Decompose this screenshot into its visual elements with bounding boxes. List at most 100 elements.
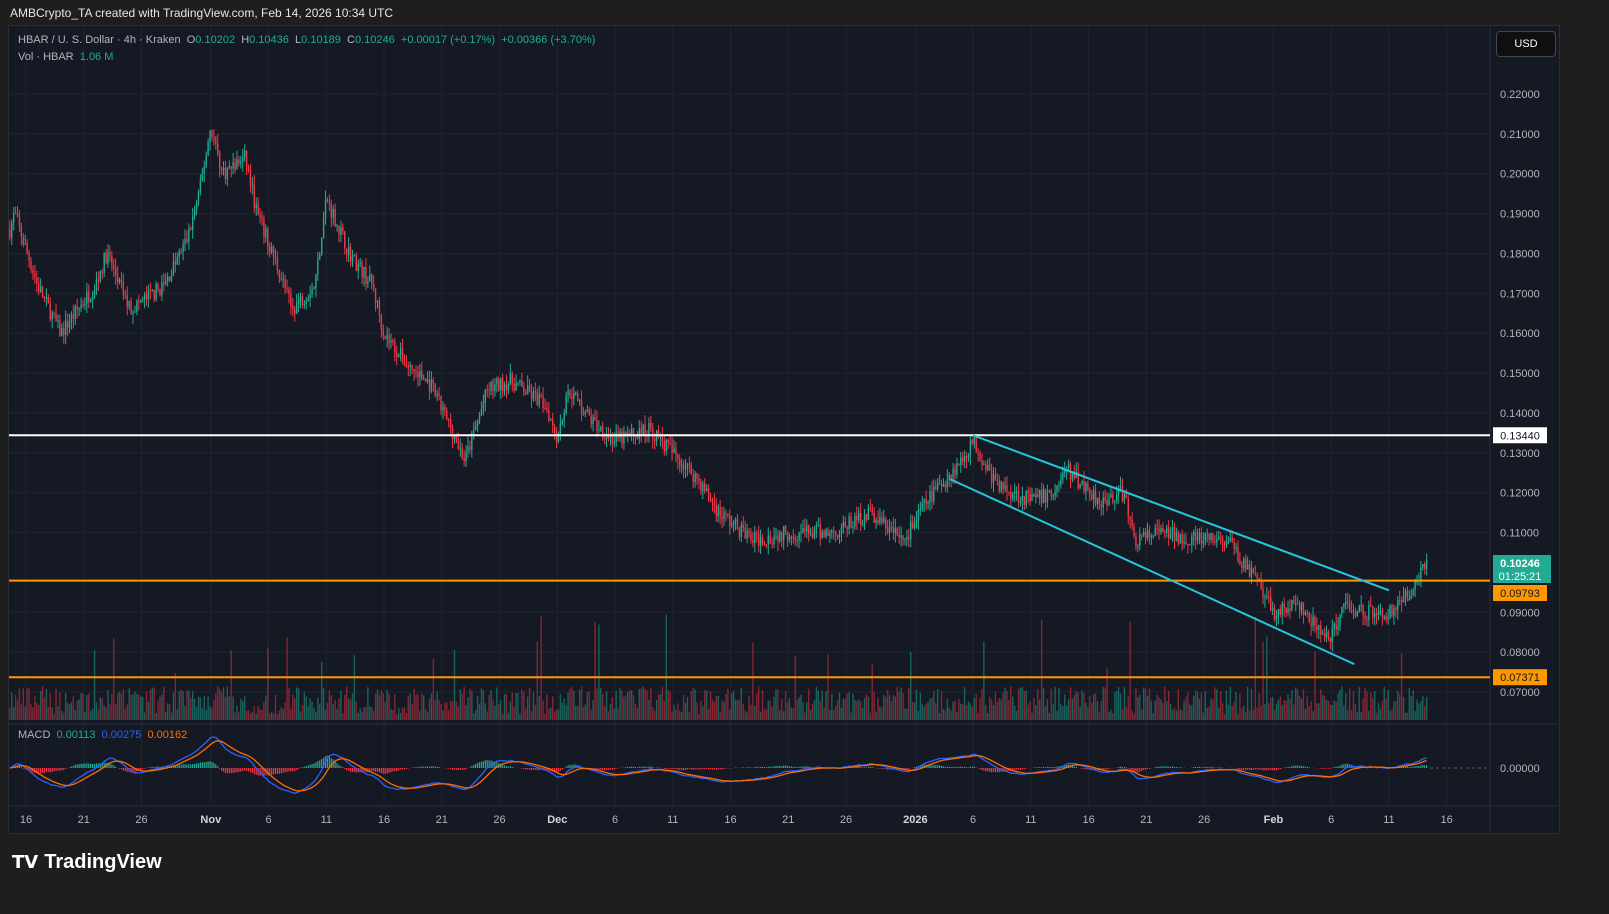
candle-body xyxy=(122,282,125,295)
candle-body xyxy=(386,334,388,339)
candle-body xyxy=(103,253,105,273)
volume-bar xyxy=(330,695,333,720)
candle-body xyxy=(243,150,246,158)
volume-bar xyxy=(921,703,923,720)
candle-body xyxy=(1343,603,1345,607)
candle-body xyxy=(800,532,802,534)
candle-body xyxy=(89,299,92,302)
volume-bar xyxy=(885,696,887,720)
candle-body xyxy=(896,528,898,535)
volume-bar xyxy=(376,689,379,720)
volume-bar xyxy=(453,649,456,720)
volume-bar xyxy=(1360,711,1362,720)
candle-body xyxy=(347,246,350,255)
volume-bar xyxy=(242,701,244,720)
candle-body xyxy=(954,468,956,475)
tradingview-logo[interactable]: 𝗧𝗩 TradingView xyxy=(12,851,162,874)
volume-bar xyxy=(530,711,533,720)
candle-body xyxy=(1314,616,1316,627)
volume-bar xyxy=(1277,699,1280,720)
volume-bar xyxy=(1308,705,1310,720)
candle-body xyxy=(746,530,748,539)
volume-bar xyxy=(827,654,829,720)
candle-body xyxy=(657,430,660,437)
candle-body xyxy=(827,529,829,537)
candle-body xyxy=(775,535,777,537)
currency-button[interactable]: USD xyxy=(1496,31,1556,57)
candle-body xyxy=(654,438,656,441)
candle-body xyxy=(380,314,383,330)
candle-body xyxy=(301,296,304,305)
candle-body xyxy=(534,391,537,393)
volume-bar xyxy=(272,713,275,720)
volume-bar xyxy=(694,689,696,720)
volume-bar xyxy=(654,710,656,720)
volume-bar xyxy=(190,697,192,720)
candle-body xyxy=(401,348,404,364)
volume-bar xyxy=(696,702,698,720)
candle-body xyxy=(1175,532,1178,541)
volume-bar xyxy=(11,692,13,720)
volume-bar xyxy=(496,687,498,720)
candle-body xyxy=(1335,623,1337,630)
candle-body xyxy=(923,498,925,503)
volume-bar xyxy=(53,713,55,720)
volume-bar xyxy=(344,695,346,720)
volume-bar xyxy=(1264,704,1266,720)
candle-body xyxy=(782,526,785,541)
volume-bar xyxy=(1350,709,1353,720)
volume-bar xyxy=(732,691,735,720)
candle-body xyxy=(963,456,966,462)
candle-body xyxy=(199,179,202,193)
volume-bar xyxy=(1212,699,1214,720)
volume-bar xyxy=(1352,691,1355,720)
candle-body xyxy=(1270,596,1272,611)
candle-body xyxy=(1422,564,1424,568)
candle-body xyxy=(109,251,111,257)
candle-body xyxy=(170,275,173,282)
volume-bar xyxy=(430,693,433,720)
volume-bar xyxy=(910,652,912,720)
volume-bar xyxy=(1104,687,1106,720)
volume-bar xyxy=(442,710,444,720)
volume-bar xyxy=(428,698,431,720)
volume-bar xyxy=(392,710,394,720)
volume-bar xyxy=(1071,698,1074,720)
volume-bar xyxy=(1331,705,1334,720)
volume-bar xyxy=(673,704,675,720)
candle-body xyxy=(911,521,914,529)
volume-bar xyxy=(174,673,177,720)
candle-body xyxy=(140,300,142,303)
candle-body xyxy=(1150,536,1153,538)
candle-body xyxy=(1085,483,1087,492)
candle-body xyxy=(929,490,931,503)
candle-body xyxy=(374,288,377,303)
candle-body xyxy=(567,390,569,395)
volume-bar xyxy=(679,710,681,720)
volume-bar xyxy=(38,704,40,720)
volume-bar xyxy=(632,694,635,720)
volume-bar xyxy=(1204,691,1206,720)
candle-body xyxy=(218,153,221,169)
volume-bar xyxy=(1194,690,1197,720)
candle-body xyxy=(819,524,821,539)
candle-body xyxy=(1354,612,1357,617)
candle-body xyxy=(813,528,816,538)
close-value: 0.10246 xyxy=(355,34,395,46)
candle-body xyxy=(272,246,275,258)
volume-bar xyxy=(802,702,804,720)
volume-bar xyxy=(1039,699,1041,720)
candle-body xyxy=(51,312,53,320)
candle-body xyxy=(561,420,564,424)
candle-body xyxy=(709,498,712,501)
candle-body xyxy=(41,287,44,298)
volume-bar xyxy=(295,687,298,720)
volume-bar xyxy=(1025,690,1027,720)
candle-body xyxy=(1025,490,1027,506)
candle-body xyxy=(351,256,354,262)
volume-bar xyxy=(1008,700,1010,720)
candle-body xyxy=(771,543,773,545)
candle-body xyxy=(1362,605,1364,616)
candle-body xyxy=(1187,544,1189,546)
